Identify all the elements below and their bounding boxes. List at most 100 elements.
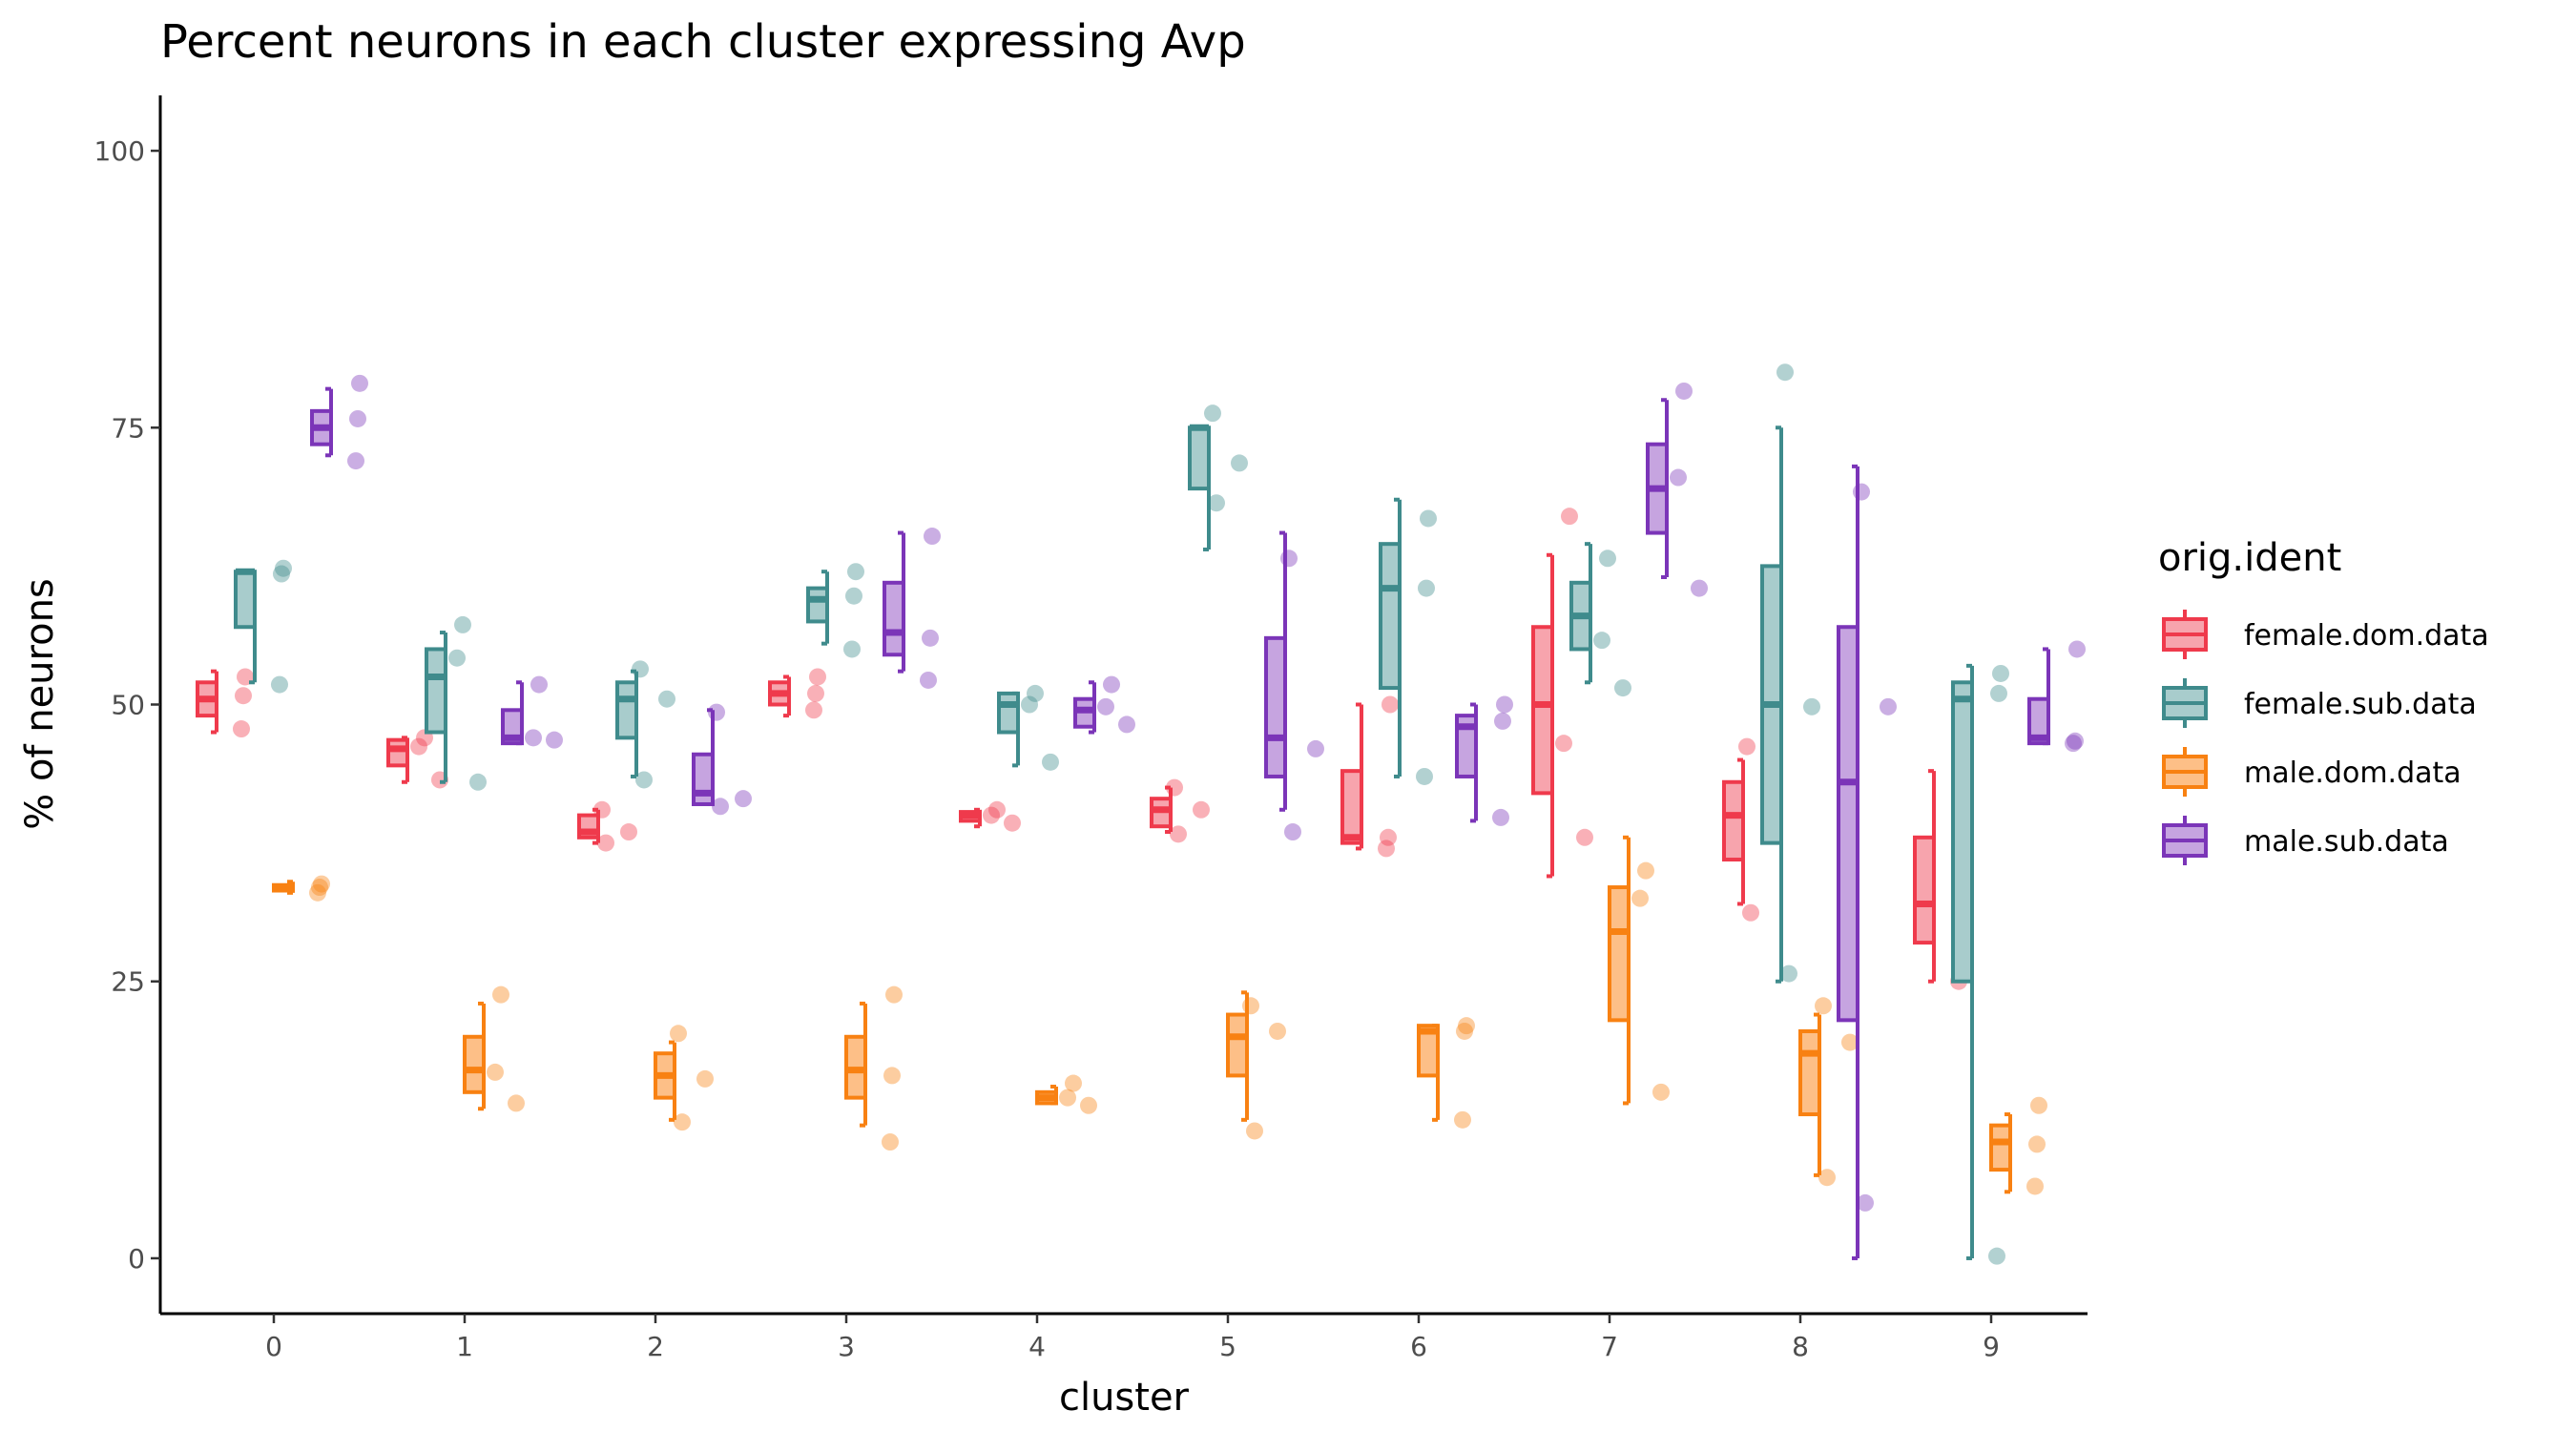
legend-entry-female.sub.data: female.sub.data xyxy=(2162,678,2477,728)
data-point xyxy=(1992,664,2009,682)
data-point xyxy=(1742,903,1759,922)
box xyxy=(1798,1028,1821,1117)
data-point xyxy=(1614,679,1631,697)
legend-label: male.sub.data xyxy=(2244,825,2449,859)
data-point xyxy=(1042,753,1059,771)
legend-label: female.dom.data xyxy=(2244,619,2489,653)
y-tick-label: 100 xyxy=(94,135,145,167)
plot-area xyxy=(196,363,2086,1265)
data-point xyxy=(1652,1083,1670,1101)
box-female.dom.data-cluster-4 xyxy=(959,800,1021,832)
data-point xyxy=(1027,684,1044,702)
box-female.dom.data-cluster-8 xyxy=(1722,737,1782,922)
box-female.sub.data-cluster-9 xyxy=(1951,663,2009,1265)
data-point xyxy=(1853,483,1870,501)
legend-label: male.dom.data xyxy=(2244,757,2462,790)
data-point xyxy=(1637,861,1654,880)
box-male.dom.data-cluster-8 xyxy=(1798,997,1859,1187)
data-point xyxy=(1803,697,1820,716)
box-male.sub.data-cluster-8 xyxy=(1837,464,1897,1260)
data-point xyxy=(448,649,466,667)
box-female.sub.data-cluster-0 xyxy=(234,559,292,694)
data-point xyxy=(2026,1177,2044,1195)
data-point xyxy=(313,875,330,893)
data-point xyxy=(674,1113,691,1131)
data-point xyxy=(1815,997,1832,1015)
y-tick-label: 50 xyxy=(111,690,145,721)
box-female.dom.data-cluster-5 xyxy=(1150,778,1210,843)
box-female.sub.data-cluster-8 xyxy=(1760,363,1820,984)
data-point xyxy=(1631,889,1649,907)
data-point xyxy=(454,615,471,633)
data-point xyxy=(271,675,288,694)
axes: 0 25 50 75 100 0 1 2 3 4 5 6 7 8 9 xyxy=(94,95,2088,1362)
data-point xyxy=(1561,508,1578,526)
data-point xyxy=(508,1094,525,1112)
data-point xyxy=(883,1067,901,1085)
data-point xyxy=(920,671,937,689)
data-point xyxy=(1378,840,1395,858)
data-point xyxy=(845,587,862,605)
box-female.sub.data-cluster-2 xyxy=(615,660,675,789)
box-female.dom.data-cluster-6 xyxy=(1340,695,1399,858)
data-point xyxy=(1880,697,1897,716)
data-point xyxy=(235,687,252,705)
data-point xyxy=(1988,1247,2005,1265)
data-point xyxy=(843,640,861,658)
data-point xyxy=(597,834,614,852)
box-male.sub.data-cluster-3 xyxy=(883,528,941,689)
data-point xyxy=(351,374,368,392)
data-point xyxy=(635,771,653,789)
data-point xyxy=(620,823,637,841)
data-point xyxy=(1097,697,1114,716)
data-point xyxy=(1555,735,1572,753)
y-tick-label: 0 xyxy=(128,1243,145,1275)
data-point xyxy=(1284,823,1301,841)
box xyxy=(1837,625,1859,1023)
box xyxy=(463,1034,486,1094)
legend-entry-male.dom.data: male.dom.data xyxy=(2162,747,2462,797)
box-female.dom.data-cluster-2 xyxy=(577,800,637,852)
data-point xyxy=(1675,382,1693,400)
data-point xyxy=(696,1069,714,1088)
data-point xyxy=(1420,509,1437,528)
box-female.dom.data-cluster-7 xyxy=(1531,508,1593,879)
box-male.dom.data-cluster-2 xyxy=(654,1025,714,1131)
data-point xyxy=(988,800,1006,819)
data-point xyxy=(2030,1096,2047,1114)
data-point xyxy=(1576,828,1593,846)
box-female.sub.data-cluster-1 xyxy=(425,615,487,791)
legend: orig.ident female.dom.data female.sub.dat… xyxy=(2158,536,2489,865)
data-point xyxy=(1242,997,1259,1015)
box xyxy=(234,570,257,630)
data-point xyxy=(1280,550,1298,568)
data-point xyxy=(1857,1193,1874,1212)
box-female.sub.data-cluster-3 xyxy=(806,563,864,658)
data-point xyxy=(1458,1017,1475,1035)
data-point xyxy=(1307,739,1324,757)
box xyxy=(386,737,409,768)
x-tick-label: 4 xyxy=(1028,1331,1046,1362)
box-female.dom.data-cluster-3 xyxy=(768,668,826,719)
box-male.sub.data-cluster-9 xyxy=(2027,640,2086,753)
chart-title: Percent neurons in each cluster expressi… xyxy=(160,15,1246,69)
box xyxy=(1264,635,1287,778)
box-male.sub.data-cluster-1 xyxy=(501,675,563,749)
data-point xyxy=(924,528,941,546)
data-point xyxy=(1738,737,1755,756)
box xyxy=(1951,680,1974,984)
x-tick-label: 2 xyxy=(647,1331,664,1362)
data-point xyxy=(1670,468,1687,487)
box-female.sub.data-cluster-6 xyxy=(1379,497,1437,785)
data-point xyxy=(1059,1089,1076,1107)
legend-entry-male.sub.data: male.sub.data xyxy=(2162,816,2449,865)
data-point xyxy=(487,1063,504,1081)
data-point xyxy=(922,629,939,647)
data-point xyxy=(1193,800,1210,819)
x-tick-label: 6 xyxy=(1410,1331,1427,1362)
data-point xyxy=(1208,494,1225,512)
data-point xyxy=(273,565,290,583)
box-male.sub.data-cluster-6 xyxy=(1455,695,1513,826)
data-point xyxy=(1494,712,1511,730)
